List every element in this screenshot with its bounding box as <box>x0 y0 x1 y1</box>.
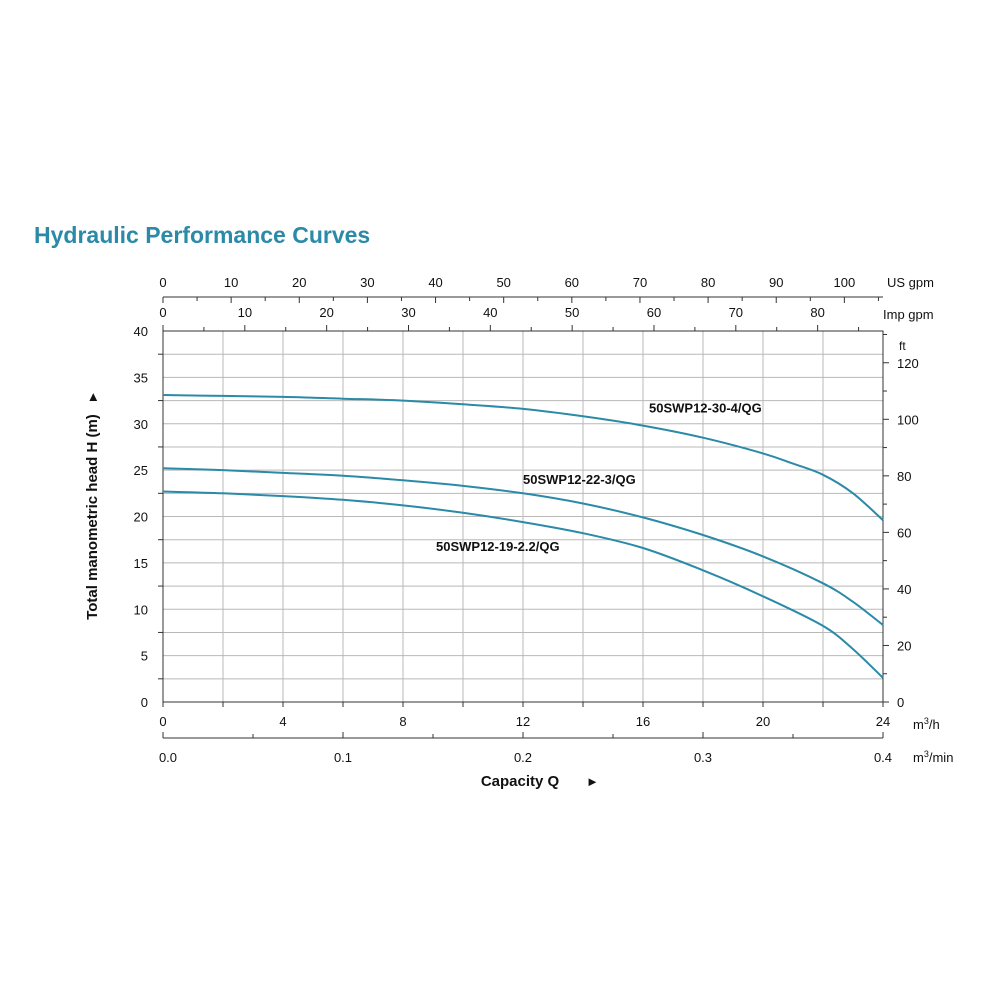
x-tick-label: 16 <box>636 714 650 729</box>
ft-tick-label: 120 <box>897 356 919 371</box>
us-gpm-tick-label: 10 <box>224 275 238 290</box>
y-tick-label: 30 <box>134 417 148 432</box>
x-axis-title: Capacity Q <box>481 773 560 790</box>
y-tick-label: 5 <box>141 649 148 664</box>
us-gpm-tick-label: 70 <box>633 275 647 290</box>
us-gpm-unit-label: US gpm <box>887 275 934 290</box>
imp-gpm-tick-label: 60 <box>647 305 661 320</box>
us-gpm-tick-label: 90 <box>769 275 783 290</box>
ft-unit-label: ft <box>899 339 906 353</box>
imp-gpm-tick-label: 50 <box>565 305 579 320</box>
series-label: 50SWP12-22-3/QG <box>523 472 636 487</box>
grid-lines <box>163 331 883 702</box>
us-gpm-tick-label: 0 <box>159 275 166 290</box>
y-axis-arrow: ► <box>85 391 100 404</box>
x-unit-label: m3/h <box>913 716 940 732</box>
m3min-unit-label: m3/min <box>913 749 953 765</box>
imp-gpm-tick-label: 80 <box>810 305 824 320</box>
y-tick-label: 35 <box>134 370 148 385</box>
us-gpm-tick-label: 50 <box>496 275 510 290</box>
us-gpm-tick-label: 60 <box>565 275 579 290</box>
y-tick-label: 40 <box>134 324 148 339</box>
ft-tick-label: 0 <box>897 695 904 710</box>
y-tick-label: 20 <box>134 510 148 525</box>
x-tick-label: 4 <box>279 714 286 729</box>
us-gpm-tick-label: 100 <box>834 275 856 290</box>
y-tick-label: 0 <box>141 695 148 710</box>
x-tick-label: 12 <box>516 714 530 729</box>
imp-gpm-unit-label: Imp gpm <box>883 307 934 322</box>
chart-title: Hydraulic Performance Curves <box>34 222 371 248</box>
series-label: 50SWP12-19-2.2/QG <box>436 539 560 554</box>
m3min-tick-label: 0.0 <box>159 750 177 765</box>
series-line <box>162 490 884 679</box>
series-line <box>162 394 884 521</box>
x-tick-label: 20 <box>756 714 770 729</box>
y-axis-title: Total manometric head H (m) <box>84 414 101 620</box>
axis-labels: 0 5 10 15 20 25 30 35 40 0 4 8 12 16 20 24 m3/h 0.0 0.1 0.2… <box>84 275 953 790</box>
x-tick-label: 0 <box>159 714 166 729</box>
imp-gpm-tick-label: 70 <box>729 305 743 320</box>
x-tick-label: 8 <box>399 714 406 729</box>
imp-gpm-tick-label: 0 <box>159 305 166 320</box>
ft-tick-label: 100 <box>897 412 919 427</box>
x-tick-label: 24 <box>876 714 890 729</box>
y-tick-label: 15 <box>134 556 148 571</box>
ft-tick-label: 20 <box>897 638 911 653</box>
us-gpm-tick-label: 40 <box>428 275 442 290</box>
m3min-tick-label: 0.3 <box>694 750 712 765</box>
us-gpm-tick-label: 20 <box>292 275 306 290</box>
imp-gpm-tick-label: 10 <box>238 305 252 320</box>
series-label: 50SWP12-30-4/QG <box>649 401 762 416</box>
m3min-tick-label: 0.4 <box>874 750 892 765</box>
us-gpm-tick-label: 80 <box>701 275 715 290</box>
imp-gpm-tick-label: 30 <box>401 305 415 320</box>
us-gpm-tick-label: 30 <box>360 275 374 290</box>
x-axis-arrow: ► <box>586 774 599 789</box>
m3min-tick-label: 0.2 <box>514 750 532 765</box>
axes <box>158 296 889 739</box>
imp-gpm-tick-label: 20 <box>319 305 333 320</box>
m3min-tick-label: 0.1 <box>334 750 352 765</box>
curves: 50SWP12-30-4/QG 50SWP12-22-3/QG 50SWP12-19… <box>162 394 884 679</box>
y-tick-label: 10 <box>134 602 148 617</box>
ft-tick-label: 40 <box>897 582 911 597</box>
series-line <box>162 467 884 626</box>
imp-gpm-tick-label: 40 <box>483 305 497 320</box>
ft-tick-label: 60 <box>897 525 911 540</box>
y-tick-label: 25 <box>134 463 148 478</box>
ft-tick-label: 80 <box>897 469 911 484</box>
